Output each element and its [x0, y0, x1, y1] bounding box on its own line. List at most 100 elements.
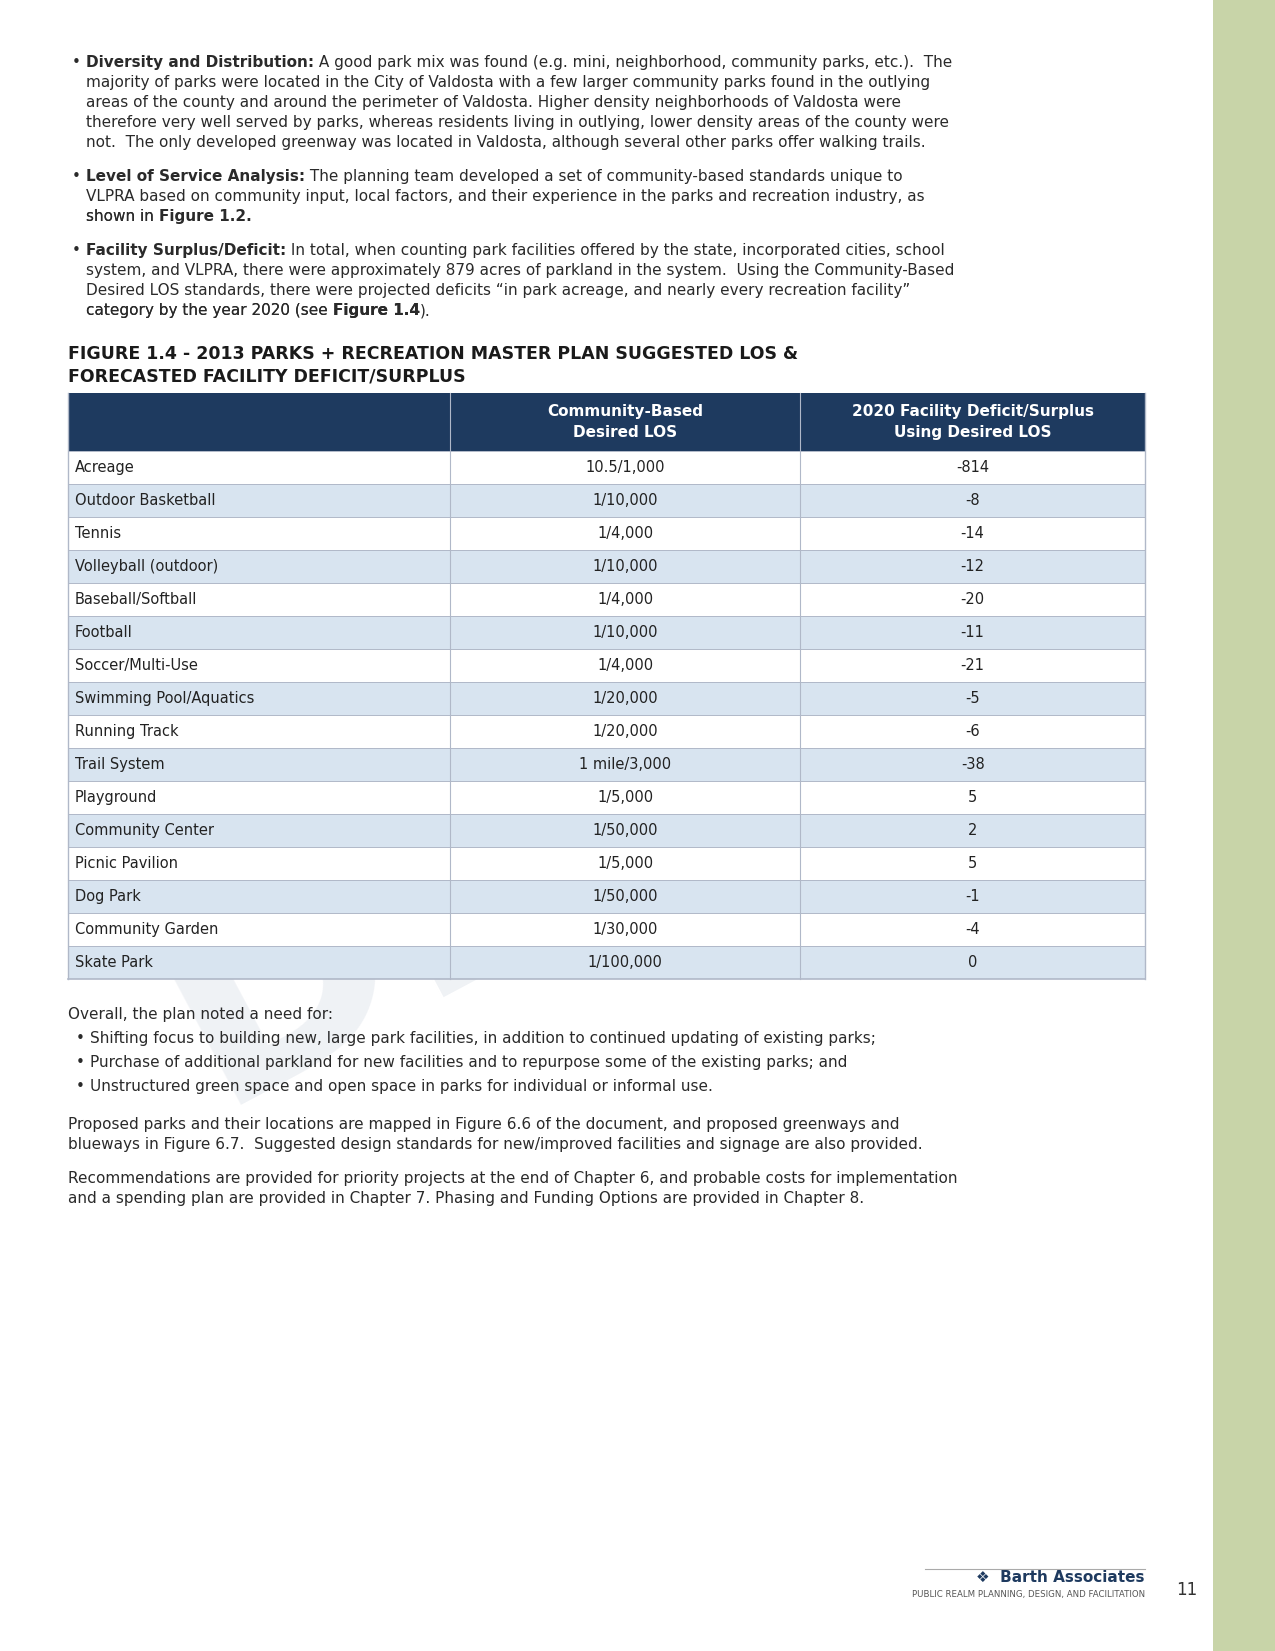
Text: Volleyball (outdoor): Volleyball (outdoor): [75, 560, 218, 575]
Text: -814: -814: [956, 461, 989, 475]
Text: •: •: [76, 1055, 85, 1070]
Text: 1/50,000: 1/50,000: [593, 888, 658, 905]
Text: -20: -20: [960, 593, 984, 608]
Text: Outdoor Basketball: Outdoor Basketball: [75, 494, 215, 509]
Text: Swimming Pool/Aquatics: Swimming Pool/Aquatics: [75, 692, 255, 707]
Text: Dog Park: Dog Park: [75, 888, 140, 905]
Text: PUBLIC REALM PLANNING, DESIGN, AND FACILITATION: PUBLIC REALM PLANNING, DESIGN, AND FACIL…: [912, 1590, 1145, 1600]
Text: majority of parks were located in the City of Valdosta with a few larger communi: majority of parks were located in the Ci…: [85, 74, 931, 91]
Bar: [68, 550, 1145, 583]
Text: 2020 Facility Deficit/Surplus
Using Desired LOS: 2020 Facility Deficit/Surplus Using Desi…: [852, 404, 1094, 441]
Text: Recommendations are provided for priority projects at the end of Chapter 6, and : Recommendations are provided for priorit…: [68, 1171, 958, 1185]
Bar: [68, 649, 1145, 682]
Text: Figure 1.4: Figure 1.4: [333, 304, 419, 319]
Text: -8: -8: [965, 494, 980, 509]
Text: Unstructured green space and open space in parks for individual or informal use.: Unstructured green space and open space …: [91, 1080, 713, 1095]
Text: 0: 0: [968, 954, 978, 971]
Text: -4: -4: [965, 921, 980, 938]
Text: 1/4,000: 1/4,000: [597, 659, 653, 674]
Text: VLPRA based on community input, local factors, and their experience in the parks: VLPRA based on community input, local fa…: [85, 188, 924, 205]
Text: Acreage: Acreage: [75, 461, 135, 475]
Text: 2: 2: [968, 822, 978, 839]
Text: Level of Service Analysis:: Level of Service Analysis:: [85, 168, 305, 183]
Text: ❖  Barth Associates: ❖ Barth Associates: [977, 1570, 1145, 1585]
Text: Baseball/Softball: Baseball/Softball: [75, 593, 198, 608]
Text: Picnic Pavilion: Picnic Pavilion: [75, 855, 178, 872]
Text: 1 mile/3,000: 1 mile/3,000: [579, 758, 672, 773]
Bar: [68, 814, 1145, 847]
Text: A good park mix was found (e.g. mini, neighborhood, community parks, etc.).  The: A good park mix was found (e.g. mini, ne…: [314, 54, 952, 69]
Text: Diversity and Distribution:: Diversity and Distribution:: [85, 54, 314, 69]
Text: blueways in Figure 6.7.  Suggested design standards for new/improved facilities : blueways in Figure 6.7. Suggested design…: [68, 1138, 923, 1152]
Bar: [1213, 0, 1275, 1651]
Text: -12: -12: [960, 560, 984, 575]
Text: -6: -6: [965, 725, 980, 740]
Text: 1/100,000: 1/100,000: [588, 954, 663, 971]
Text: ).: ).: [419, 304, 431, 319]
Text: 11: 11: [1176, 1582, 1197, 1600]
Bar: [68, 484, 1145, 517]
Bar: [68, 715, 1145, 748]
Text: 1/10,000: 1/10,000: [593, 560, 658, 575]
Bar: [68, 451, 1145, 484]
Text: Purchase of additional parkland for new facilities and to repurpose some of the : Purchase of additional parkland for new …: [91, 1055, 848, 1070]
Text: 5: 5: [968, 855, 978, 872]
Text: Soccer/Multi-Use: Soccer/Multi-Use: [75, 659, 198, 674]
Text: Skate Park: Skate Park: [75, 954, 153, 971]
Text: •: •: [76, 1030, 85, 1047]
Text: therefore very well served by parks, whereas residents living in outlying, lower: therefore very well served by parks, whe…: [85, 116, 949, 130]
Text: system, and VLPRA, there were approximately 879 acres of parkland in the system.: system, and VLPRA, there were approximat…: [85, 263, 955, 277]
Text: 1/10,000: 1/10,000: [593, 626, 658, 641]
Text: -11: -11: [961, 626, 984, 641]
Text: -1: -1: [965, 888, 980, 905]
Text: not.  The only developed greenway was located in Valdosta, although several othe: not. The only developed greenway was loc…: [85, 135, 926, 150]
Text: -21: -21: [960, 659, 984, 674]
Bar: [68, 616, 1145, 649]
Text: category by the year 2020 (see: category by the year 2020 (see: [85, 304, 333, 319]
Text: Overall, the plan noted a need for:: Overall, the plan noted a need for:: [68, 1007, 333, 1022]
Text: 1/20,000: 1/20,000: [593, 725, 658, 740]
Text: 1/5,000: 1/5,000: [597, 855, 653, 872]
Text: •: •: [71, 168, 80, 183]
Text: DRAFT: DRAFT: [116, 429, 1159, 1156]
Bar: [68, 517, 1145, 550]
Text: shown in: shown in: [85, 210, 159, 225]
Bar: [68, 913, 1145, 946]
Text: 10.5/1,000: 10.5/1,000: [585, 461, 666, 475]
Bar: [68, 393, 1145, 451]
Bar: [68, 748, 1145, 781]
Text: •: •: [76, 1080, 85, 1095]
Text: 1/30,000: 1/30,000: [593, 921, 658, 938]
Text: -5: -5: [965, 692, 980, 707]
Text: 1/10,000: 1/10,000: [593, 494, 658, 509]
Text: Football: Football: [75, 626, 133, 641]
Text: 1/4,000: 1/4,000: [597, 527, 653, 542]
Text: Figure 1.4: Figure 1.4: [333, 304, 419, 319]
Text: In total, when counting park facilities offered by the state, incorporated citie: In total, when counting park facilities …: [287, 243, 945, 258]
Text: Community-Based
Desired LOS: Community-Based Desired LOS: [547, 404, 704, 441]
Text: Trail System: Trail System: [75, 758, 164, 773]
Text: Running Track: Running Track: [75, 725, 178, 740]
Text: Shifting focus to building new, large park facilities, in addition to continued : Shifting focus to building new, large pa…: [91, 1030, 876, 1047]
Text: Playground: Playground: [75, 789, 157, 806]
Text: Proposed parks and their locations are mapped in Figure 6.6 of the document, and: Proposed parks and their locations are m…: [68, 1118, 899, 1133]
Text: 1/50,000: 1/50,000: [593, 822, 658, 839]
Text: areas of the county and around the perimeter of Valdosta. Higher density neighbo: areas of the county and around the perim…: [85, 96, 901, 111]
Text: 1/20,000: 1/20,000: [593, 692, 658, 707]
Bar: [68, 583, 1145, 616]
Text: Community Center: Community Center: [75, 822, 214, 839]
Text: Facility Surplus/Deficit:: Facility Surplus/Deficit:: [85, 243, 287, 258]
Bar: [68, 946, 1145, 979]
Text: category by the year 2020 (see: category by the year 2020 (see: [85, 304, 333, 319]
Bar: [68, 847, 1145, 880]
Text: 5: 5: [968, 789, 978, 806]
Text: Figure 1.2.: Figure 1.2.: [159, 210, 251, 225]
Text: Tennis: Tennis: [75, 527, 121, 542]
Bar: [68, 880, 1145, 913]
Text: -14: -14: [961, 527, 984, 542]
Text: Community Garden: Community Garden: [75, 921, 218, 938]
Text: 1/5,000: 1/5,000: [597, 789, 653, 806]
Text: 1/4,000: 1/4,000: [597, 593, 653, 608]
Text: shown in: shown in: [85, 210, 159, 225]
Text: •: •: [71, 54, 80, 69]
